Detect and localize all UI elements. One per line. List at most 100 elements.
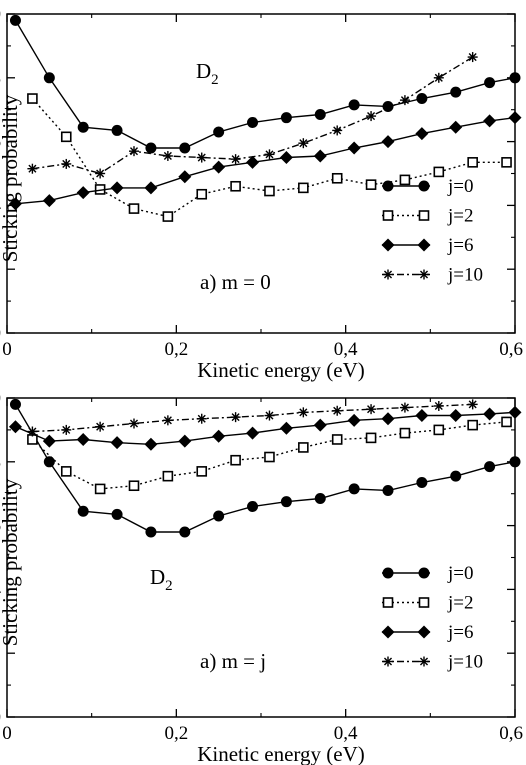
panel2-data-point [95, 421, 106, 432]
panel2-y-axis-label: Sticking probability [0, 478, 22, 646]
panel2-legend-marker [418, 567, 430, 579]
panel1-series-j10 [27, 52, 478, 179]
panel2-data-point [399, 427, 411, 439]
panel2-data-point [60, 466, 72, 477]
panel1-data-point [162, 150, 173, 161]
panel1-xtick-label: 0,2 [164, 339, 188, 360]
panel1-data-point [366, 111, 377, 122]
panel2-data-point [178, 434, 192, 448]
panel2-data-point [415, 409, 429, 423]
panel1-data-point [42, 194, 56, 208]
panel2-ytick-label: 0,2 [0, 643, 1, 664]
panel2-data-point [162, 415, 173, 426]
panel1-ytick-label: 0,0 [0, 323, 1, 344]
panel2-series-line [15, 411, 516, 446]
panel2-species-label: D2 [150, 565, 173, 594]
panel1-data-point [298, 138, 309, 149]
panel1-data-point [332, 125, 343, 136]
panel1-data-point [179, 142, 191, 154]
panel1-series-line [32, 56, 474, 175]
panel2-legend: j=0 j=2 j=6 j=10 [381, 563, 483, 673]
panel2-data-point [247, 500, 259, 512]
panel2-data-point [509, 456, 521, 468]
panel2-data-point [213, 510, 225, 522]
panel2-data-point [484, 461, 496, 473]
panel2-data-point [331, 434, 343, 445]
panel1-legend: j=0 j=2 j=6 j=10 [381, 176, 483, 286]
panel1-xtick-label: 0,6 [499, 339, 523, 360]
panel2-data-point [347, 413, 361, 427]
panel2-data-point [61, 424, 72, 435]
panel1-ytick-label: 0,2 [0, 259, 1, 280]
panel1-chart: 0,0 0,2 0,4 0,6 0,8 1,0 0 0,2 0,4 0,6 Kinetic ener… [0, 4, 523, 382]
panel1-data-point [111, 124, 123, 136]
panel2-data-point [212, 429, 226, 443]
panel2-series-line [31, 421, 507, 490]
panel1-ytick-label: 1,0 [0, 4, 1, 25]
panel1-data-point [381, 135, 395, 149]
panel2-data-point [416, 477, 428, 489]
panel1-data-point [76, 186, 90, 200]
panel2-data-point [264, 410, 275, 421]
panel2-data-point [449, 409, 463, 423]
panel2-data-point [129, 418, 139, 429]
panel1-data-point [213, 126, 225, 138]
panel1-ytick-label: 0,8 [0, 68, 1, 89]
panel2-ytick-label: 0,6 [0, 516, 1, 537]
panel2-data-point [501, 416, 512, 428]
panel2-series-line [32, 403, 473, 433]
panel1-data-point [145, 142, 157, 154]
panel1-data-point [178, 170, 192, 184]
panel1-data-point [314, 108, 326, 120]
panel2-data-point [366, 404, 377, 415]
panel2-legend-marker [419, 656, 429, 667]
panel1-data-point [509, 72, 521, 84]
panel2-data-point [381, 412, 395, 426]
panel1-data-point [196, 188, 208, 200]
panel1-data-point [264, 185, 275, 197]
panel2-x-axis-label: Kinetic energy (eV) [197, 742, 365, 765]
panel2-data-point [382, 485, 394, 497]
panel1-y-axis-label: Sticking probability [0, 94, 22, 262]
panel2-data-point [433, 400, 444, 411]
panel2-chart: 0,0 0,2 0,4 0,6 0,8 1,0 0 0,2 0,4 0,6 Kinetic ener… [0, 388, 523, 765]
panel1-data-point [280, 112, 292, 124]
panel2-series-j0 [9, 398, 521, 538]
panel2-data-point [298, 407, 309, 418]
panel2-ytick-label: 0,0 [0, 707, 1, 728]
panel1-legend-marker [382, 180, 394, 192]
panel2-data-point [230, 454, 241, 466]
panel1-data-point [467, 52, 478, 63]
panel1-legend-marker [418, 210, 430, 221]
panel1-data-point [348, 99, 360, 111]
panel1-data-point [279, 151, 293, 165]
panel1-data-point [110, 181, 124, 195]
panel2-data-point [467, 399, 478, 410]
panel2-legend-marker [382, 597, 394, 608]
panel1-ytick-label: 0,6 [0, 132, 1, 153]
panel2-data-point [196, 413, 207, 424]
panel1-xtick-label: 0 [2, 339, 12, 360]
panel1-series-line [15, 117, 516, 205]
panel2-data-point [399, 402, 410, 413]
panel2-series-j10 [27, 399, 478, 437]
panel2-data-point [280, 496, 292, 508]
panel1-series-j0 [9, 14, 521, 154]
panel1-data-point [467, 157, 478, 168]
panel2-data-point [179, 526, 191, 538]
panel2-legend-marker [383, 656, 393, 667]
panel1-data-point [449, 120, 463, 134]
panel2-legend-label: j=10 [447, 652, 483, 673]
panel1-data-point [27, 93, 38, 104]
panel1-data-point [313, 149, 327, 163]
panel1-data-point [246, 155, 260, 169]
panel2-data-point [246, 426, 260, 440]
panel1-legend-label: j=6 [447, 235, 474, 256]
panel2-legend-marker [382, 567, 394, 579]
panel2-data-point [298, 442, 309, 453]
panel2-data-point [110, 436, 124, 450]
panel2-data-point [314, 492, 326, 504]
panel2-data-point [230, 412, 241, 423]
panel2-ytick-label: 0,8 [0, 452, 1, 473]
panel1-xtick-label: 0,4 [334, 339, 358, 360]
